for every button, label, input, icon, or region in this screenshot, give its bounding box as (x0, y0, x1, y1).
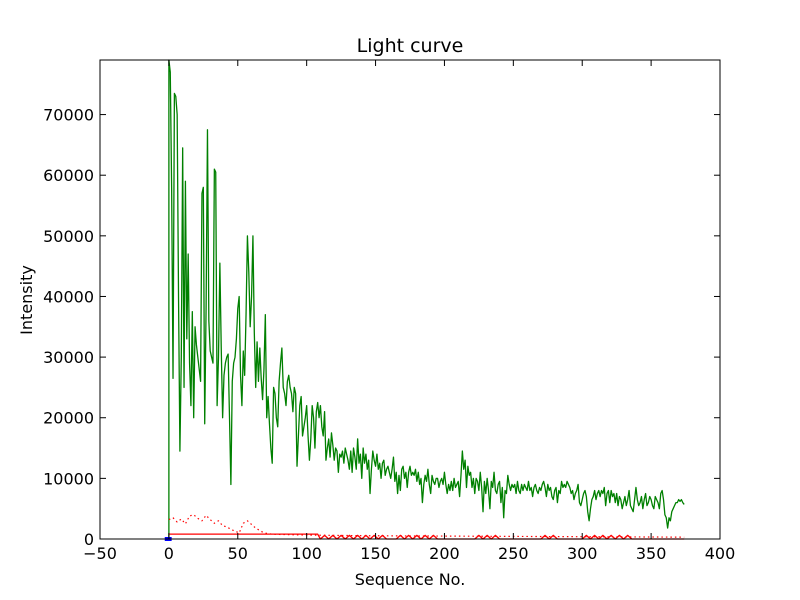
x-tick-label: −50 (83, 544, 117, 563)
x-tick-label: 0 (164, 544, 174, 563)
x-axis-label: Sequence No. (355, 570, 466, 589)
series-line-1 (168, 514, 685, 538)
x-tick-label: 50 (228, 544, 248, 563)
x-tick-label: 400 (705, 544, 736, 563)
y-tick-label: 0 (84, 530, 94, 549)
x-tick-label: 200 (429, 544, 460, 563)
chart-title: Light curve (357, 35, 464, 57)
y-tick-label: 40000 (43, 287, 94, 306)
y-tick-label: 20000 (43, 409, 94, 428)
x-tick-label: 300 (567, 544, 598, 563)
y-tick-label: 60000 (43, 166, 94, 185)
x-tick-label: 150 (360, 544, 391, 563)
y-axis-label: Intensity (17, 265, 36, 335)
x-tick-label: 100 (291, 544, 322, 563)
series-line-0 (168, 59, 685, 539)
y-tick-label: 10000 (43, 469, 94, 488)
x-tick-label: 350 (636, 544, 667, 563)
series-line-2 (168, 533, 685, 540)
x-tick-label: 250 (498, 544, 529, 563)
y-tick-label: 70000 (43, 106, 94, 125)
plot-frame (99, 59, 721, 540)
y-tick-label: 50000 (43, 227, 94, 246)
plot-area: −50 0 50 100 150 200 250 300 350 4000100002000030… (43, 59, 736, 563)
y-tick-label: 30000 (43, 348, 94, 367)
